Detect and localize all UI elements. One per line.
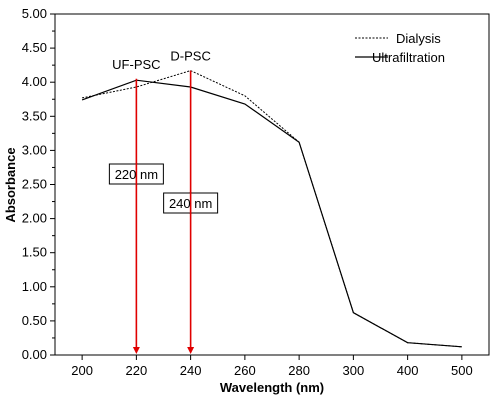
y-tick-label: 4.50 xyxy=(22,40,47,55)
arrowhead-d-psc xyxy=(187,347,195,354)
callout-text-d-psc: 240 nm xyxy=(169,196,212,211)
y-tick-label: 3.50 xyxy=(22,108,47,123)
y-tick-label: 3.00 xyxy=(22,142,47,157)
y-tick-label: 2.50 xyxy=(22,177,47,192)
legend: Dialysis Ultrafiltration xyxy=(355,31,445,65)
series-line-ultrafiltration xyxy=(81,79,462,348)
x-tick-label: 200 xyxy=(71,363,93,378)
x-tick-label: 400 xyxy=(397,363,419,378)
x-tick-label: 300 xyxy=(343,363,365,378)
peak-label-uf-psc: UF-PSC xyxy=(112,57,160,72)
x-axis-title: Wavelength (nm) xyxy=(220,380,324,395)
x-tick-label: 240 xyxy=(180,363,202,378)
arrowhead-uf-psc xyxy=(132,347,140,354)
legend-label-ultrafiltration: Ultrafiltration xyxy=(372,50,445,65)
y-tick-label: 0.50 xyxy=(22,313,47,328)
x-tick-label: 280 xyxy=(288,363,310,378)
y-tick-label: 1.00 xyxy=(22,279,47,294)
peak-label-d-psc: D-PSC xyxy=(170,49,210,64)
y-tick-label: 0.00 xyxy=(22,347,47,362)
y-axis-title: Absorbance xyxy=(3,147,18,222)
y-tick-label: 5.00 xyxy=(22,6,47,21)
x-tick-label: 220 xyxy=(126,363,148,378)
series-line-dialysis xyxy=(82,70,462,348)
y-tick-label: 1.50 xyxy=(22,245,47,260)
x-tick-label: 500 xyxy=(451,363,473,378)
legend-label-dialysis: Dialysis xyxy=(396,31,441,46)
y-tick-label: 2.00 xyxy=(22,211,47,226)
callout-text-uf-psc: 220 nm xyxy=(115,167,158,182)
y-tick-label: 4.00 xyxy=(22,74,47,89)
x-tick-label: 260 xyxy=(234,363,256,378)
